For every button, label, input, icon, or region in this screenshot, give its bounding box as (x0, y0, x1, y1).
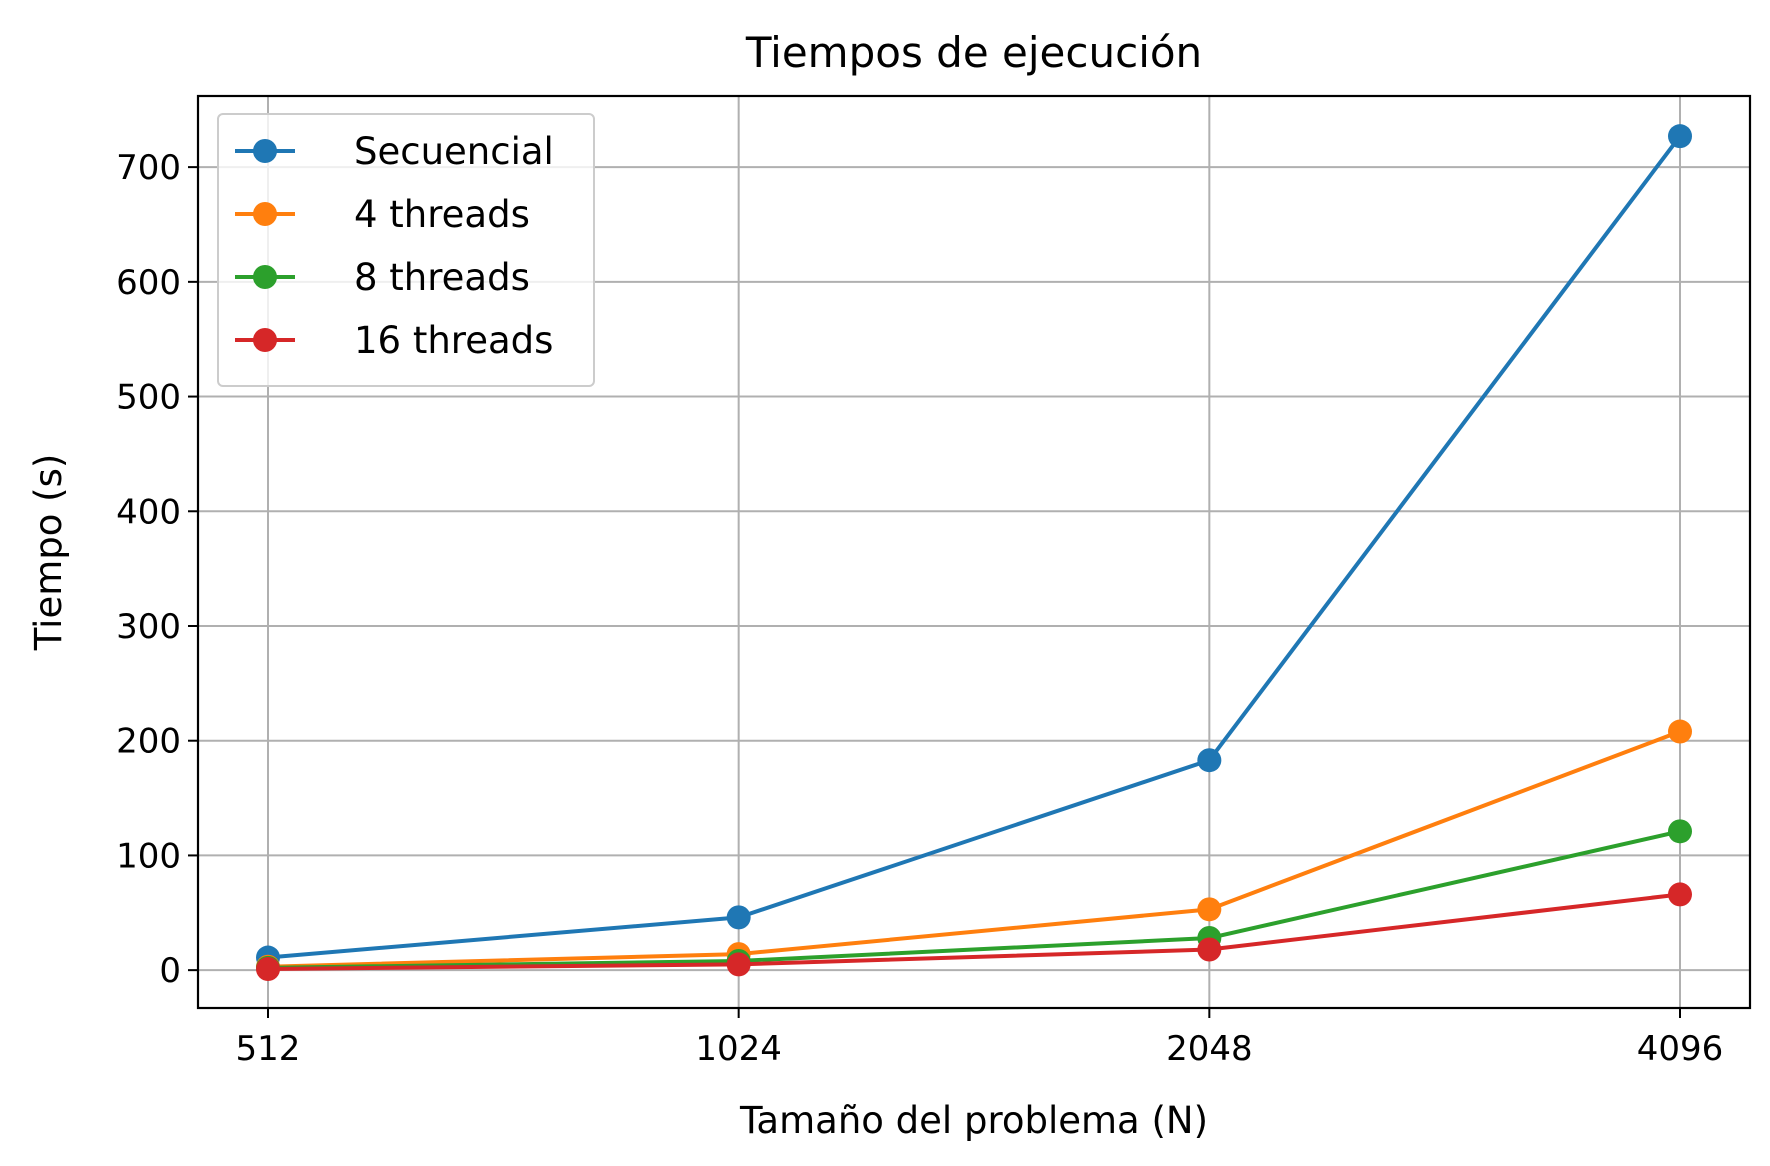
legend-label: 16 threads (354, 319, 553, 362)
data-point (1197, 748, 1222, 773)
series-line (267, 729, 1681, 969)
series-line (267, 892, 1681, 971)
legend-label: 8 threads (354, 256, 530, 299)
series-layer (256, 124, 1692, 981)
legend-marker (253, 202, 277, 226)
legend: Secuencial 4 threads 8 threads 16 threads (217, 113, 595, 387)
series-line (267, 829, 1681, 970)
legend-label: 4 threads (354, 193, 530, 236)
chart-title: Tiempos de ejecución (745, 28, 1202, 77)
y-tick-label: 100 (116, 836, 181, 876)
y-tick-label: 300 (116, 607, 181, 647)
series-group (256, 882, 1692, 981)
x-axis-title: Tamaño del problema (N) (739, 1099, 1208, 1142)
legend-marker (253, 139, 277, 163)
axis-ticks: 512 1024 2048 4096 0 100 200 300 400 500 600 700 (116, 148, 1723, 1069)
legend-label: Secuencial (354, 130, 554, 173)
series-line (267, 134, 1682, 960)
data-point (1197, 937, 1222, 962)
plot-frame (196, 94, 1752, 1010)
data-point (1668, 124, 1692, 149)
y-axis-title: Tiempo (s) (27, 454, 70, 652)
legend-marker (253, 328, 277, 352)
y-tick-label: 400 (116, 492, 181, 532)
x-tick-label: 4096 (1637, 1029, 1724, 1069)
data-point (1197, 897, 1222, 922)
x-tick-label: 2048 (1166, 1029, 1253, 1069)
y-tick-label: 700 (116, 148, 181, 188)
data-point (1668, 819, 1692, 844)
data-point (256, 956, 280, 981)
x-tick-label: 512 (236, 1029, 301, 1069)
x-tick-label: 1024 (695, 1029, 782, 1069)
y-tick-label: 0 (159, 951, 181, 991)
legend-marker (253, 265, 277, 289)
data-point (1668, 719, 1692, 744)
y-tick-label: 200 (116, 722, 181, 762)
y-tick-label: 500 (116, 378, 181, 418)
data-point (1668, 882, 1692, 907)
y-tick-label: 600 (116, 263, 181, 303)
data-point (726, 952, 751, 977)
data-point (726, 905, 751, 930)
legend-box (217, 113, 595, 387)
